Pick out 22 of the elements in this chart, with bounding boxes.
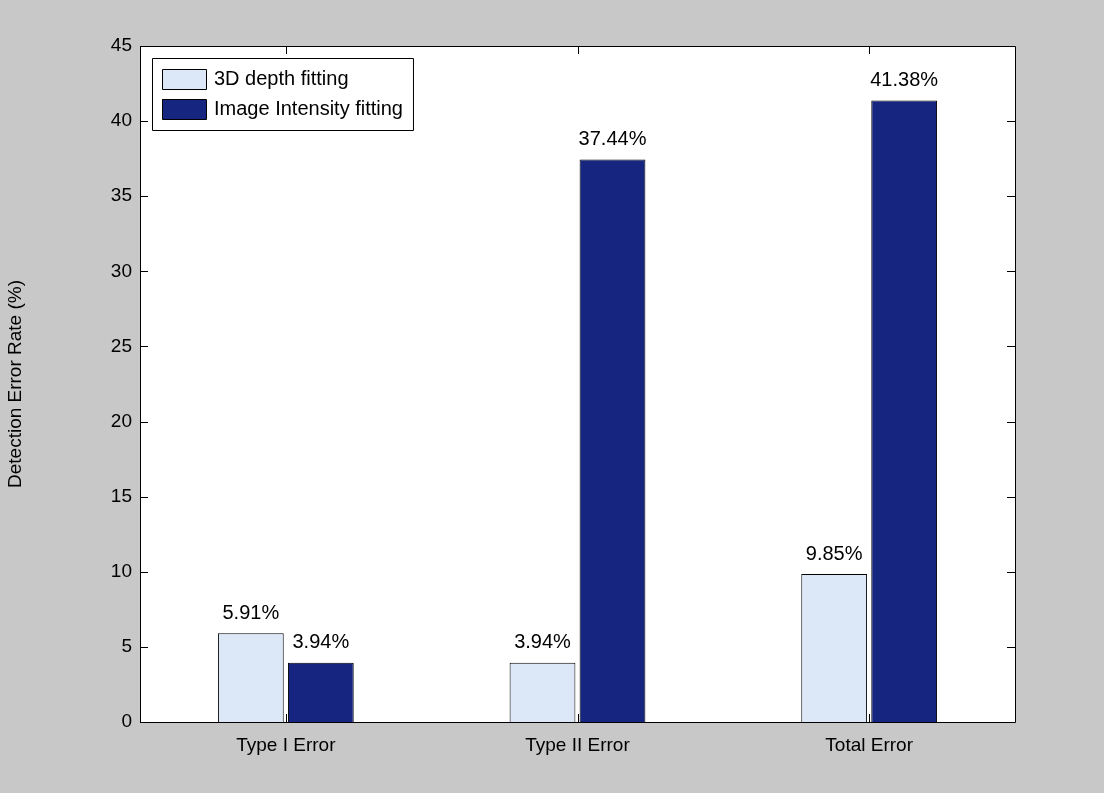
x-tick-label: Type I Error: [236, 733, 337, 755]
data-label: 3.94%: [514, 630, 572, 653]
x-tick-label: Total Error: [825, 733, 914, 755]
x-tick-label: Type II Error: [525, 733, 631, 755]
y-tick-label: 40: [110, 109, 132, 131]
y-tick-label: 10: [110, 560, 132, 582]
data-label: 9.85%: [805, 541, 863, 564]
y-tick-label: 30: [110, 259, 132, 281]
data-label: 3.94%: [292, 630, 350, 653]
y-tick-label: 20: [110, 409, 132, 431]
y-tick-label: 15: [110, 484, 132, 506]
legend-label: Image Intensity fitting: [214, 96, 403, 119]
y-tick-label: 45: [110, 34, 132, 56]
y-tick-label: 0: [121, 710, 132, 732]
y-axis-title: Detection Error Rate (%): [3, 279, 25, 489]
data-label: 37.44%: [578, 127, 647, 150]
y-tick-label: 35: [110, 184, 132, 206]
data-label: 5.91%: [222, 600, 280, 623]
y-tick-label: 5: [121, 635, 132, 657]
data-label: 41.38%: [870, 67, 939, 90]
y-tick-label: 25: [110, 334, 132, 356]
legend-label: 3D depth fitting: [214, 66, 349, 89]
